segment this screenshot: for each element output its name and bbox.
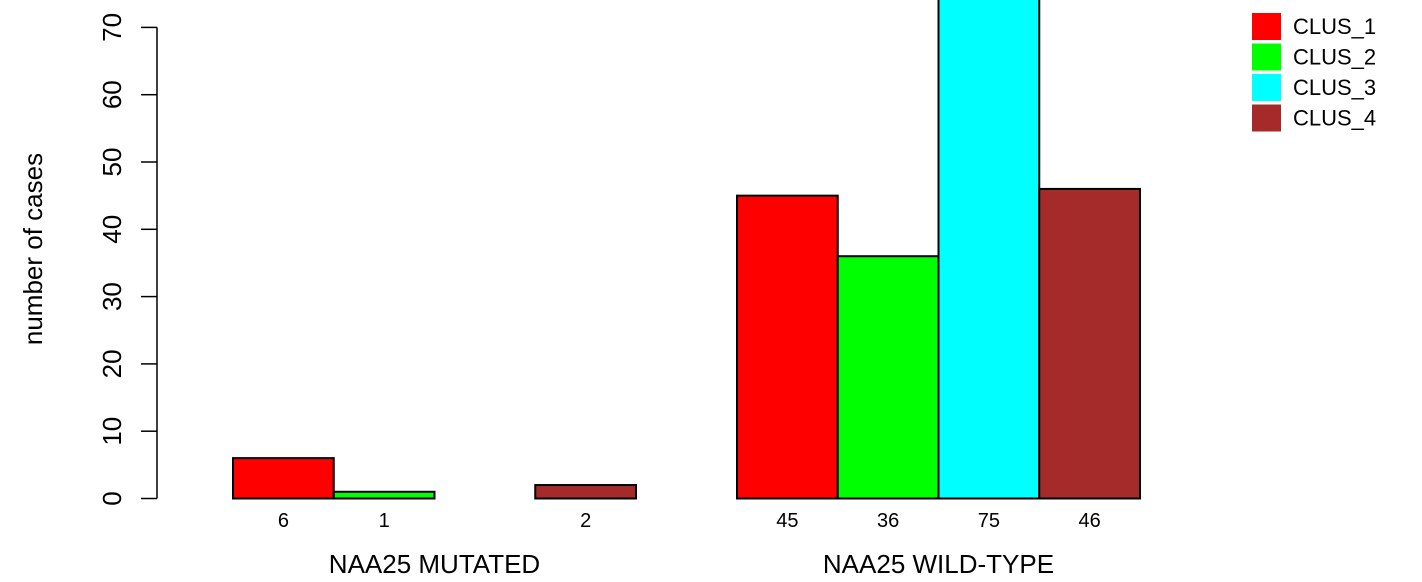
- legend-swatch-clus-4: [1252, 104, 1281, 132]
- bar-value-label: 75: [978, 510, 1000, 532]
- bar-naa25-mutated-clus-1: [232, 457, 335, 500]
- group-labels: NAA25 MUTATED NAA25 WILD-TYPE: [329, 549, 1054, 579]
- y-axis: 0 10 20 30 40 50 60 70: [97, 13, 158, 506]
- bar-value-label: 36: [877, 510, 899, 532]
- y-tick-label: 10: [97, 417, 127, 446]
- bar-naa25-wild-type-clus-1: [736, 194, 839, 500]
- bar-value-label: 6: [278, 510, 289, 532]
- legend-label: CLUS_4: [1293, 106, 1376, 131]
- legend-swatch-clus-1: [1252, 13, 1281, 40]
- y-tick-label: 70: [97, 13, 127, 42]
- y-axis-label: number of cases: [18, 153, 48, 345]
- bar-value-label: 46: [1079, 510, 1101, 532]
- y-tick-label: 0: [97, 491, 127, 505]
- bar-value-label: 2: [580, 510, 591, 532]
- group-label: NAA25 WILD-TYPE: [823, 549, 1054, 579]
- bar-naa25-wild-type-clus-3: [937, 0, 1041, 500]
- value-labels: 6 1 2 45 36 75 46: [278, 510, 1101, 532]
- y-tick-label: 20: [97, 349, 127, 378]
- legend-label: CLUS_1: [1293, 14, 1376, 39]
- bar-value-label: 45: [776, 510, 798, 532]
- bar-naa25-mutated-clus-4: [534, 484, 637, 500]
- bar-naa25-wild-type-clus-4: [1038, 187, 1141, 500]
- y-tick-label: 40: [97, 215, 127, 244]
- y-tick-label: 30: [97, 282, 127, 311]
- legend-label: CLUS_3: [1293, 75, 1376, 100]
- bar-value-label: 1: [379, 510, 390, 532]
- y-tick-label: 60: [97, 80, 127, 109]
- group-label: NAA25 MUTATED: [329, 549, 540, 579]
- y-tick-label: 50: [97, 148, 127, 177]
- legend: CLUS_1 CLUS_2 CLUS_3 CLUS_4: [1252, 13, 1376, 132]
- legend-label: CLUS_2: [1293, 45, 1376, 70]
- bar-naa25-wild-type-clus-2: [836, 255, 940, 500]
- bars-layer: [232, 0, 1141, 500]
- bar-naa25-mutated-clus-2: [332, 490, 436, 500]
- legend-swatch-clus-2: [1252, 43, 1281, 71]
- legend-swatch-clus-3: [1252, 74, 1281, 101]
